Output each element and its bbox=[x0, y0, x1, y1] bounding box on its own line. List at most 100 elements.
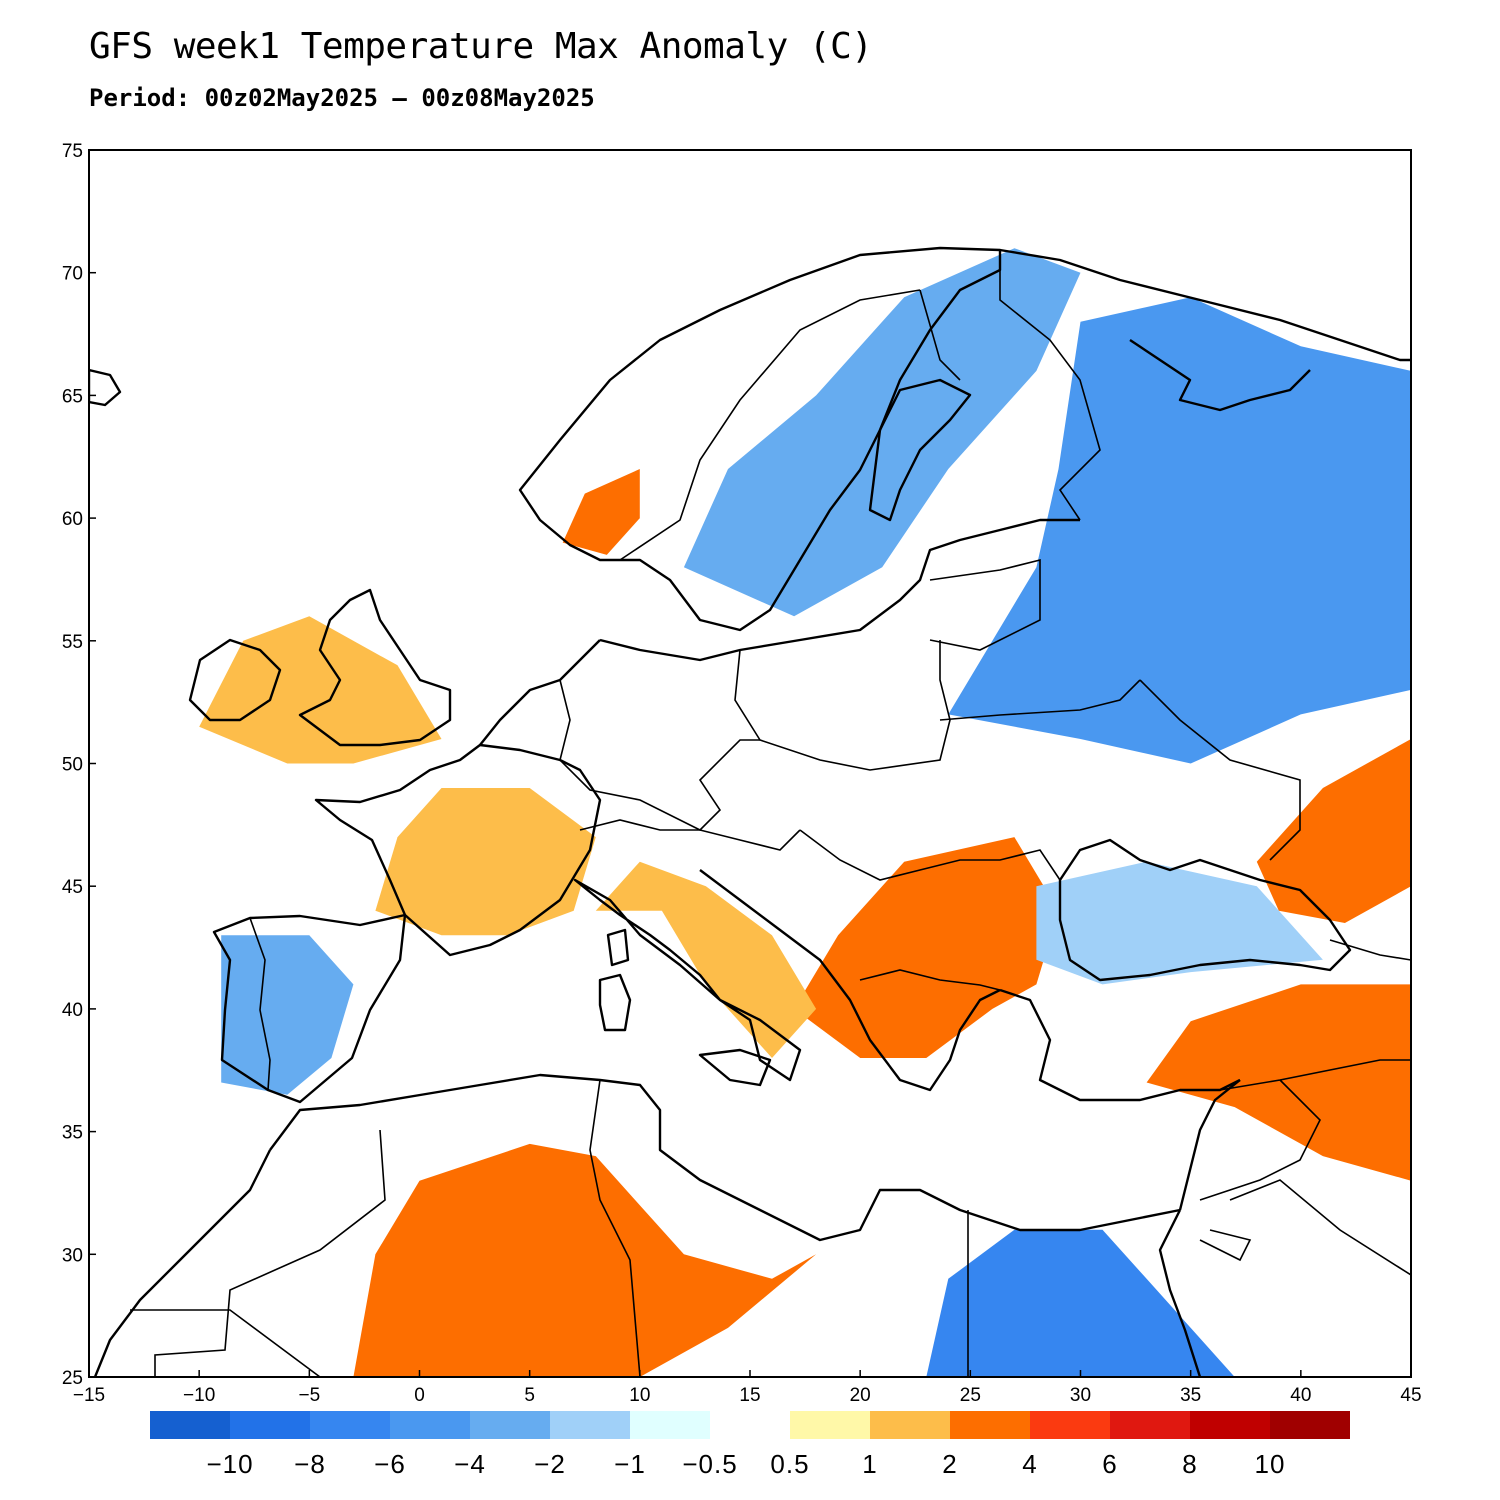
coast-finland-russia bbox=[999, 248, 1411, 362]
coast-britain bbox=[298, 588, 452, 747]
region-warm-anatolia bbox=[1146, 984, 1411, 1181]
border-sweden-finland bbox=[919, 289, 961, 381]
lon-tick-label: 25 bbox=[960, 1385, 981, 1406]
coast-white-sea bbox=[1129, 339, 1311, 412]
region-cold-russia bbox=[948, 297, 1411, 764]
map-title: GFS week1 Temperature Max Anomaly (C) bbox=[89, 26, 873, 67]
colorbar-label: 6 bbox=[1102, 1449, 1117, 1479]
lat-tick-label: 70 bbox=[62, 264, 83, 285]
coast-iberia bbox=[212, 913, 407, 1104]
border-saudi bbox=[1229, 1179, 1411, 1276]
region-cold-black-sea bbox=[1036, 861, 1323, 985]
lon-tick-label: 20 bbox=[850, 1385, 871, 1406]
longitude-axis: −15 −10 −5 0 5 10 15 20 25 30 35 40 45 bbox=[73, 1370, 1422, 1406]
region-cold-iberia bbox=[221, 935, 354, 1095]
lon-tick-label: −15 bbox=[73, 1385, 105, 1406]
colorbar-swatch bbox=[1030, 1411, 1110, 1439]
colorbar-label: −6 bbox=[374, 1449, 406, 1479]
colorbar-swatch bbox=[390, 1411, 470, 1439]
border-algeria-tunisia bbox=[589, 1079, 641, 1377]
coast-sicily bbox=[698, 1048, 772, 1087]
lon-tick-label: 30 bbox=[1070, 1385, 1091, 1406]
lat-tick-label: 35 bbox=[62, 1123, 83, 1144]
colorbar-swatch bbox=[870, 1411, 950, 1439]
region-warm-norway bbox=[562, 469, 640, 555]
lat-tick-label: 25 bbox=[62, 1368, 83, 1389]
coast-france bbox=[314, 743, 602, 957]
coast-red-sea bbox=[1158, 1209, 1202, 1377]
border-western-sahara bbox=[130, 1309, 321, 1377]
border-belarus-ukraine bbox=[939, 679, 1141, 721]
region-warm-italy bbox=[595, 861, 817, 1058]
lat-tick-label: 65 bbox=[62, 386, 83, 407]
coast-north-africa bbox=[269, 1073, 1181, 1242]
border-caucasus bbox=[1329, 939, 1411, 961]
lon-tick-label: 5 bbox=[524, 1385, 535, 1406]
colorbar-label: −0.5 bbox=[682, 1449, 737, 1479]
lon-tick-label: 0 bbox=[414, 1385, 425, 1406]
lat-tick-label: 75 bbox=[62, 141, 83, 162]
border-ukraine-russia bbox=[1139, 679, 1301, 861]
border-turkey-syria bbox=[1219, 1059, 1411, 1091]
lat-tick-label: 60 bbox=[62, 509, 83, 530]
lon-tick-label: −10 bbox=[183, 1385, 215, 1406]
lat-tick-label: 30 bbox=[62, 1245, 83, 1266]
colorbar-label: −4 bbox=[454, 1449, 486, 1479]
coast-adriatic-balkan bbox=[699, 869, 1001, 1092]
color-legend: −10 −8 −6 −4 −2 −1 −0.5 0.5 1 2 4 6 8 10 bbox=[150, 1411, 1350, 1479]
border-norway-sweden bbox=[619, 289, 921, 561]
colorbar-label: 0.5 bbox=[770, 1449, 809, 1479]
lon-tick-label: −5 bbox=[298, 1385, 320, 1406]
colorbar-swatch bbox=[710, 1411, 790, 1439]
colorbar-label: 10 bbox=[1255, 1449, 1286, 1479]
coast-north-sea bbox=[479, 639, 601, 746]
border-germany bbox=[559, 679, 760, 831]
border-morocco-algeria bbox=[154, 1129, 386, 1377]
border-jordan bbox=[1199, 1229, 1252, 1262]
lon-tick-label: 15 bbox=[739, 1385, 760, 1406]
country-borders bbox=[130, 250, 1411, 1377]
colorbar-swatch bbox=[470, 1411, 550, 1439]
lon-tick-label: 45 bbox=[1400, 1385, 1421, 1406]
colorbar-swatch bbox=[1190, 1411, 1270, 1439]
border-balkans bbox=[799, 829, 1061, 881]
coast-gulf-bothnia bbox=[868, 378, 972, 522]
lat-tick-label: 45 bbox=[62, 877, 83, 898]
colorbar-label: −2 bbox=[534, 1449, 566, 1479]
colorbar-swatch bbox=[150, 1411, 230, 1439]
colorbar-label: −10 bbox=[206, 1449, 253, 1479]
coast-sardinia bbox=[598, 973, 632, 1032]
border-balkans-south bbox=[859, 969, 1001, 991]
anomaly-regions bbox=[199, 248, 1411, 1377]
border-syria-iraq bbox=[1199, 1079, 1321, 1201]
colorbar-label: −8 bbox=[294, 1449, 326, 1479]
colorbar-swatch bbox=[1110, 1411, 1190, 1439]
region-warm-caspian bbox=[1256, 739, 1411, 923]
border-alps bbox=[579, 819, 801, 851]
region-warm-balkans bbox=[794, 837, 1059, 1058]
colorbar-label: 8 bbox=[1182, 1449, 1197, 1479]
border-spain-portugal bbox=[249, 917, 271, 1091]
coast-levant bbox=[1178, 1079, 1241, 1211]
region-cold-scandinavia bbox=[683, 248, 1081, 617]
region-cold-egypt bbox=[926, 1229, 1235, 1377]
border-finland-russia bbox=[999, 250, 1101, 521]
colorbar-label: 1 bbox=[862, 1449, 877, 1479]
coast-corsica bbox=[606, 928, 630, 967]
coast-iceland bbox=[89, 368, 122, 407]
colorbar-label: 4 bbox=[1022, 1449, 1037, 1479]
map-plot-area bbox=[89, 150, 1411, 1377]
lon-tick-label: 35 bbox=[1180, 1385, 1201, 1406]
coastlines bbox=[89, 246, 1411, 1377]
coast-morocco-atlantic bbox=[93, 1149, 272, 1377]
lon-tick-label: 40 bbox=[1290, 1385, 1311, 1406]
lon-tick-label: 10 bbox=[629, 1385, 650, 1406]
colorbar-swatch bbox=[630, 1411, 710, 1439]
colorbar-swatch bbox=[310, 1411, 390, 1439]
border-baltics bbox=[929, 558, 1041, 651]
region-warm-france bbox=[375, 788, 596, 936]
lat-tick-label: 55 bbox=[62, 632, 83, 653]
colorbar-swatch bbox=[1270, 1411, 1350, 1439]
coast-aegean-turkey bbox=[999, 988, 1241, 1102]
